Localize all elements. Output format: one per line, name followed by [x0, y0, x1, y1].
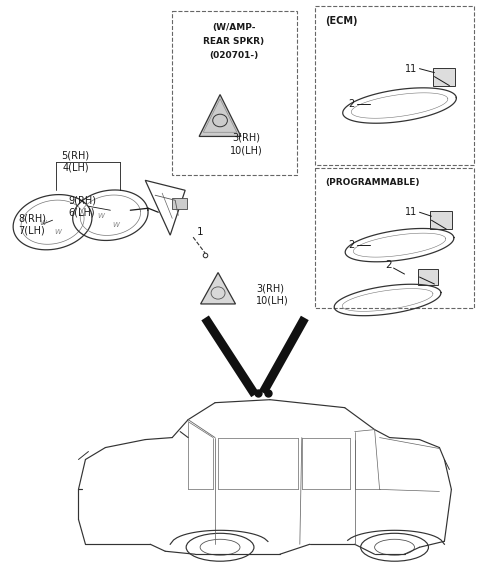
Text: 10(LH): 10(LH)	[229, 146, 263, 155]
FancyBboxPatch shape	[433, 68, 456, 86]
Text: 3(RH): 3(RH)	[256, 283, 284, 293]
Polygon shape	[259, 315, 309, 395]
Text: 11: 11	[405, 207, 418, 217]
Text: 11: 11	[405, 63, 418, 74]
Bar	[315, 6, 474, 165]
Polygon shape	[199, 94, 241, 136]
Text: 8(RH): 8(RH)	[19, 213, 47, 223]
Bar	[315, 168, 474, 308]
Text: REAR SPKR): REAR SPKR)	[204, 37, 264, 46]
Text: 9(RH): 9(RH)	[69, 196, 96, 205]
Text: 1: 1	[197, 227, 204, 237]
FancyBboxPatch shape	[431, 211, 452, 229]
FancyBboxPatch shape	[419, 269, 438, 285]
Text: 10(LH): 10(LH)	[256, 296, 288, 306]
Text: W: W	[54, 229, 61, 235]
Polygon shape	[201, 272, 236, 304]
Text: 2: 2	[385, 260, 392, 270]
Text: W: W	[39, 220, 46, 226]
FancyBboxPatch shape	[172, 198, 187, 209]
Text: 6(LH): 6(LH)	[69, 207, 95, 217]
Text: 7(LH): 7(LH)	[19, 225, 46, 235]
Text: (ECM): (ECM)	[325, 16, 357, 26]
Text: 2: 2	[348, 98, 355, 109]
Text: 2: 2	[348, 240, 355, 250]
Text: W: W	[97, 213, 104, 219]
Text: 5(RH): 5(RH)	[61, 150, 90, 161]
Bar	[172, 11, 297, 175]
Text: (PROGRAMMABLE): (PROGRAMMABLE)	[325, 178, 419, 187]
Text: W: W	[112, 222, 119, 228]
Text: 4(LH): 4(LH)	[62, 162, 89, 172]
Text: 3(RH): 3(RH)	[232, 133, 260, 143]
Polygon shape	[201, 315, 259, 397]
Text: (020701-): (020701-)	[209, 51, 259, 60]
Text: (W/AMP-: (W/AMP-	[212, 23, 256, 32]
